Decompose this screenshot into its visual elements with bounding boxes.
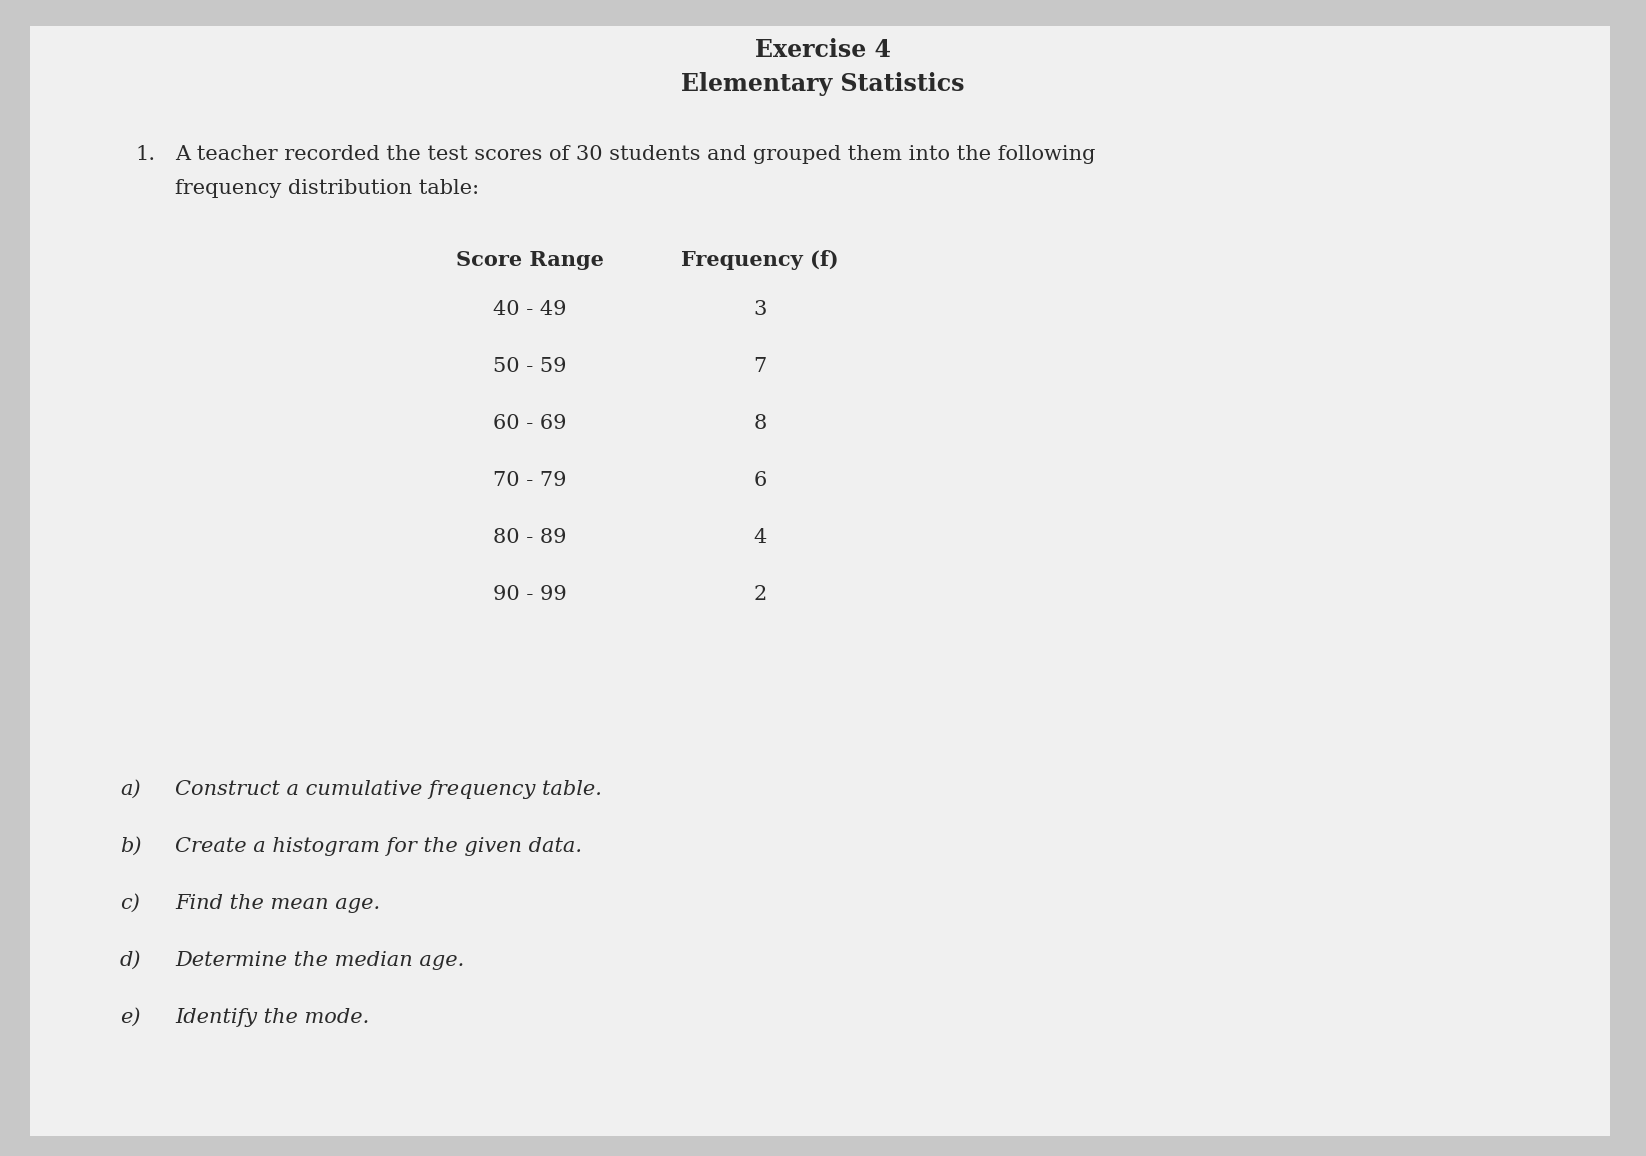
Text: 90 - 99: 90 - 99	[494, 585, 566, 603]
Text: 70 - 79: 70 - 79	[494, 470, 566, 490]
Text: Frequency (f): Frequency (f)	[681, 250, 839, 271]
Text: Create a histogram for the given data.: Create a histogram for the given data.	[174, 837, 583, 855]
Text: 80 - 89: 80 - 89	[494, 528, 566, 547]
Text: b): b)	[120, 837, 142, 855]
Text: 6: 6	[754, 470, 767, 490]
Text: 50 - 59: 50 - 59	[494, 357, 566, 376]
Text: Elementary Statistics: Elementary Statistics	[681, 72, 965, 96]
Text: a): a)	[120, 780, 140, 799]
Text: e): e)	[120, 1008, 140, 1027]
Text: Identify the mode.: Identify the mode.	[174, 1008, 369, 1027]
Text: Score Range: Score Range	[456, 250, 604, 271]
Text: 1.: 1.	[135, 144, 155, 164]
Text: d): d)	[120, 951, 142, 970]
Text: Exercise 4: Exercise 4	[756, 38, 890, 62]
Text: 2: 2	[754, 585, 767, 603]
Text: Construct a cumulative frequency table.: Construct a cumulative frequency table.	[174, 780, 602, 799]
Text: 7: 7	[754, 357, 767, 376]
Text: c): c)	[120, 894, 140, 913]
Text: 60 - 69: 60 - 69	[494, 414, 566, 434]
Text: 40 - 49: 40 - 49	[494, 301, 566, 319]
Text: 8: 8	[754, 414, 767, 434]
Text: 3: 3	[754, 301, 767, 319]
Text: Find the mean age.: Find the mean age.	[174, 894, 380, 913]
Text: A teacher recorded the test scores of 30 students and grouped them into the foll: A teacher recorded the test scores of 30…	[174, 144, 1095, 164]
Text: Determine the median age.: Determine the median age.	[174, 951, 464, 970]
Text: frequency distribution table:: frequency distribution table:	[174, 179, 479, 198]
Text: 4: 4	[754, 528, 767, 547]
FancyBboxPatch shape	[30, 25, 1610, 1136]
